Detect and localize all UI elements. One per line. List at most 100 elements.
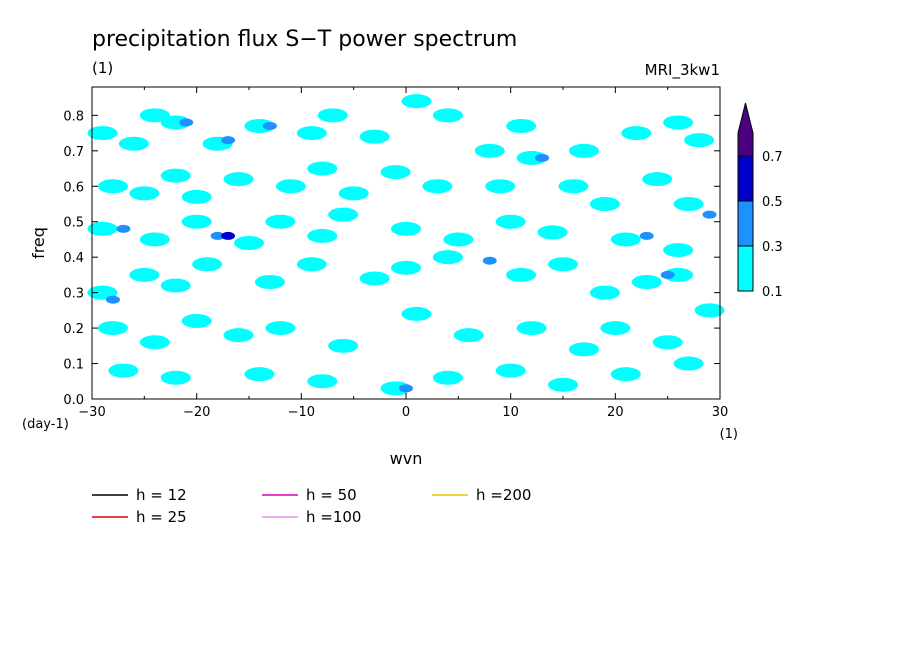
legend-label: h = 25 [136, 508, 187, 526]
heatmap-cell [568, 342, 599, 357]
heatmap-cell [589, 285, 620, 300]
heatmap-cell [589, 197, 620, 211]
y-tick-label: 0.5 [63, 216, 84, 231]
chart-title: precipitation flux S−T power spectrum [92, 27, 517, 52]
heatmap-cell [192, 257, 223, 272]
y-axis-label: freq [29, 227, 48, 259]
heatmap-cell [506, 267, 537, 282]
chart-subtitle-right: MRI_3kw1 [645, 61, 720, 80]
heatmap-cell [673, 197, 704, 211]
heatmap-cell [307, 161, 338, 176]
y-tick-label: 0.4 [63, 251, 84, 266]
heatmap-cell [610, 367, 641, 382]
colorbar-label: 0.1 [762, 285, 783, 300]
heatmap-cell [265, 214, 296, 229]
legend-label: h = 50 [306, 486, 357, 504]
heatmap-cell [328, 338, 359, 353]
heatmap-cell [548, 257, 578, 272]
colorbar-label: 0.7 [762, 150, 783, 165]
heatmap-cell [432, 370, 463, 385]
heatmap-cell [516, 321, 547, 336]
heatmap-cell [673, 356, 704, 371]
heatmap-cell [139, 335, 170, 350]
y-tick-label: 0.8 [63, 109, 84, 124]
y-tick-label: 0.0 [63, 393, 84, 408]
heatmap-cell [432, 250, 463, 265]
heatmap-cell [116, 224, 131, 233]
heatmap-cell [181, 189, 212, 204]
heatmap-cell [652, 335, 683, 350]
heatmap-cell [296, 126, 327, 141]
legend: h = 12 h = 25 h = 50 h =100 h =200 [92, 486, 531, 526]
colorbar-swatch [737, 245, 754, 292]
heatmap-cell [139, 108, 170, 123]
heatmap-cell [485, 179, 516, 194]
heatmap-cell [221, 231, 236, 240]
heatmap-cell [181, 214, 212, 229]
x-tick-label: −30 [78, 405, 105, 420]
y-tick-label: 0.3 [63, 287, 84, 302]
heatmap-cell [422, 179, 453, 194]
heatmap-cell [97, 179, 128, 194]
heatmap-cell [600, 321, 631, 336]
heatmap-cell [118, 136, 149, 151]
heatmap-cell [495, 363, 526, 378]
heatmap-cell [474, 143, 505, 158]
heatmap-cell [105, 295, 120, 304]
heatmap-cell [621, 126, 652, 141]
heatmap-cell [296, 257, 327, 272]
axes: −30 −20 −10 0 10 20 30 0.0 0.1 0.2 0.3 0.4 0.5 0.6 0.7… [63, 87, 728, 420]
heatmap-cell [223, 172, 254, 187]
x-tick-label: −10 [288, 405, 315, 420]
y-tick-label: 0.2 [63, 322, 84, 337]
heatmap-cell [139, 232, 170, 247]
heatmap-cell [660, 270, 675, 279]
heatmap-cell [160, 168, 191, 183]
legend-label: h =200 [476, 486, 531, 504]
colorbar-label: 0.5 [762, 195, 783, 210]
heatmap-cell [338, 186, 369, 201]
heatmap-cell [244, 367, 275, 382]
heatmap-cell [160, 370, 191, 385]
heatmap-cell [160, 278, 191, 293]
x-tick-label: −20 [183, 405, 210, 420]
heatmap-cell [265, 321, 296, 336]
heatmap-cell [401, 306, 432, 321]
x-axis-unit: (1) [720, 427, 738, 442]
heatmap-cell [663, 243, 694, 258]
heatmap-cell [443, 232, 474, 247]
heatmap-cell [399, 384, 413, 393]
colorbar-swatch [737, 200, 754, 247]
heatmap-cell [129, 186, 160, 201]
x-axis-label: wvn [390, 449, 423, 468]
heatmap-cell [663, 115, 694, 130]
heatmap-cell [548, 377, 578, 392]
heatmap-cells [87, 94, 725, 396]
heatmap-cell [568, 143, 599, 158]
heatmap-cell [401, 94, 432, 109]
heatmap-cell [179, 118, 194, 127]
heatmap-cell [391, 221, 421, 236]
heatmap-cell [181, 314, 212, 328]
heatmap-cell [558, 179, 589, 194]
heatmap-cell [702, 210, 717, 219]
heatmap-cell [262, 122, 277, 130]
x-tick-label: 0 [402, 405, 410, 420]
heatmap-cell [275, 179, 306, 194]
y-tick-label: 0.6 [63, 180, 84, 195]
heatmap-cell [453, 328, 484, 343]
heatmap-cell [391, 260, 421, 275]
heatmap-cell [639, 231, 654, 240]
colorbar: 0.1 0.3 0.5 0.7 [737, 102, 783, 300]
heatmap-cell [307, 374, 338, 389]
heatmap-cell [694, 303, 725, 318]
heatmap-cell [254, 275, 285, 289]
x-tick-label: 30 [712, 405, 729, 420]
heatmap-cell [359, 129, 390, 144]
heatmap-cell [359, 271, 390, 286]
heatmap-cell [87, 126, 118, 141]
legend-label: h =100 [306, 508, 361, 526]
y-axis-unit: (day-1) [22, 417, 69, 432]
chart-subtitle-left: (1) [92, 59, 113, 77]
